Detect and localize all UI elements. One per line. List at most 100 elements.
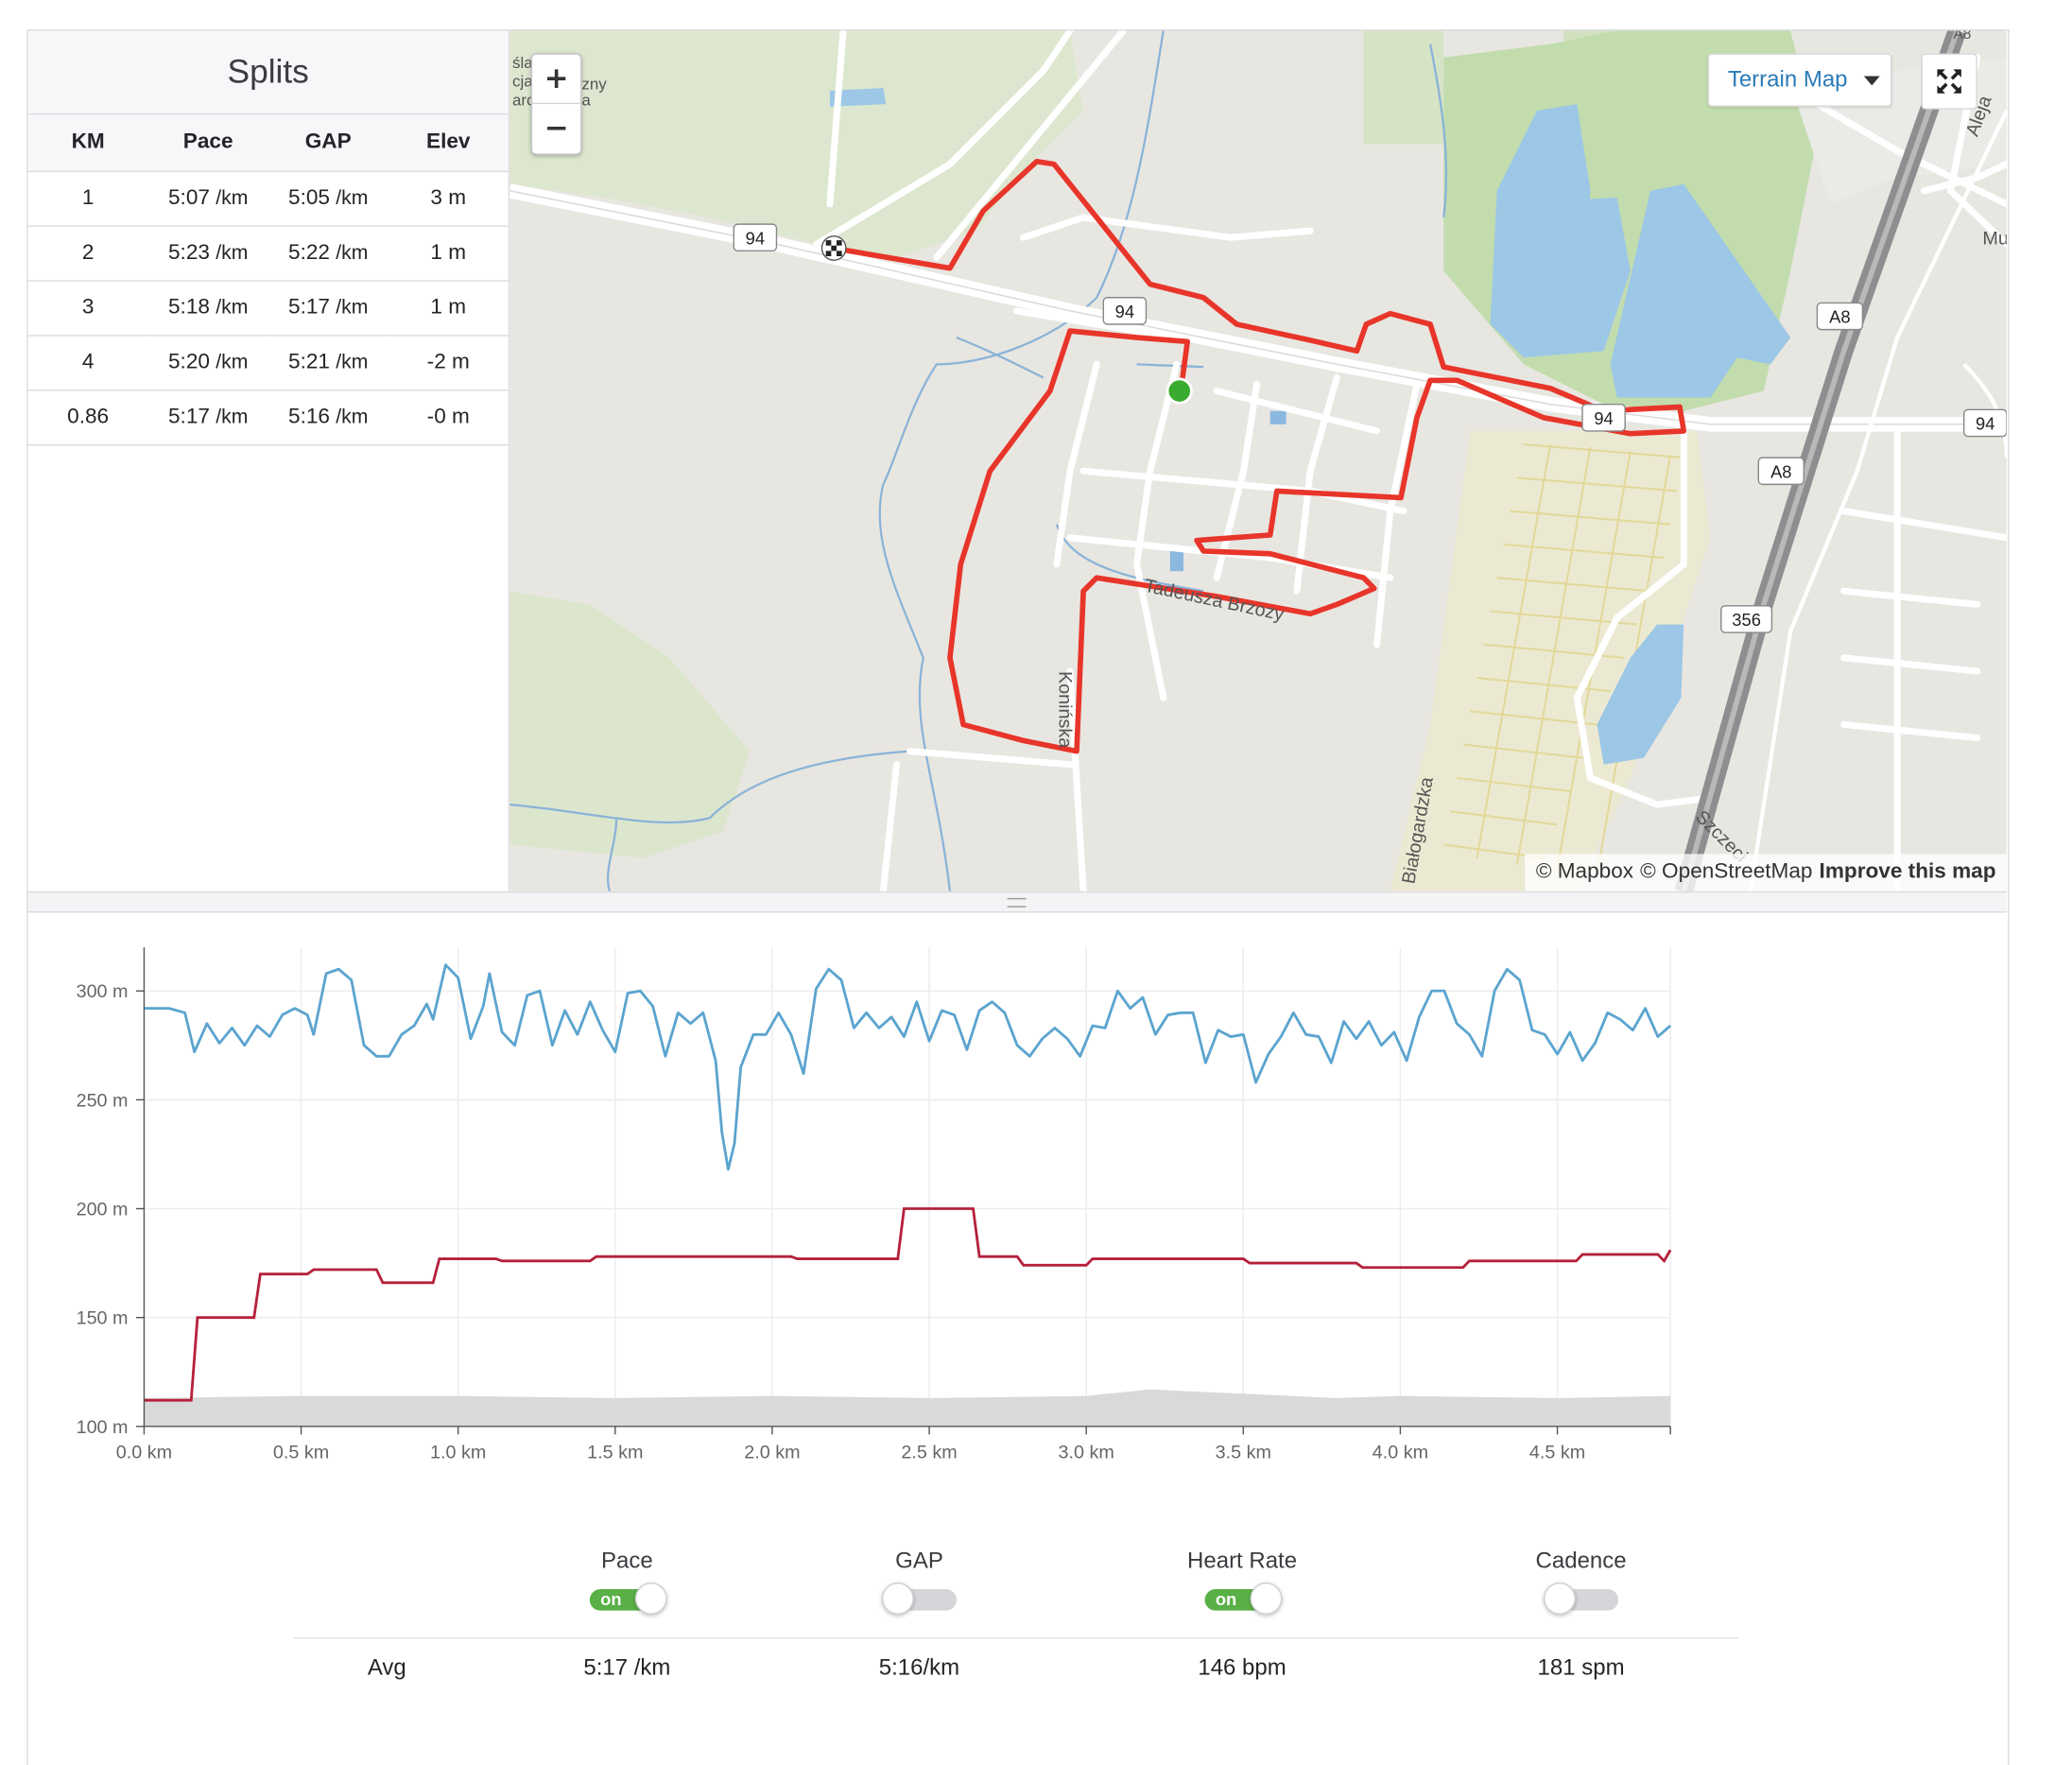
activity-frame: [26, 29, 2010, 1765]
x-tick-label: 2.0 km: [744, 1443, 800, 1463]
x-axis-ticks: 0.0 km 0.5 km 1.0 km 1.5 km 2.0 km 2.5 km 3.0 …: [116, 1426, 1671, 1463]
col-elev: Elev: [388, 114, 509, 173]
split-gap-unit: /km: [336, 406, 369, 429]
toggle-group-cadence: Cadence: [1461, 1548, 1701, 1615]
splits-title: Splits: [27, 30, 509, 115]
avg-pace: 5:17 /km: [583, 1654, 671, 1681]
mapbox-credit-link[interactable]: © Mapbox: [1535, 860, 1634, 884]
col-pace: Pace: [147, 114, 268, 173]
avg-label: Avg: [367, 1654, 406, 1681]
street-label-koninska: Konińska: [1055, 671, 1076, 748]
col-km: KM: [27, 114, 148, 173]
shield-356: [1720, 605, 1773, 633]
park-area: [1363, 30, 1444, 145]
chart-grid: [144, 947, 1671, 1427]
split-gap-value: 5:17: [288, 296, 330, 320]
x-tick-label: 3.5 km: [1216, 1443, 1271, 1463]
split-pace-unit: /km: [216, 296, 249, 320]
split-gap-value: 5:22: [288, 241, 330, 265]
splits-table: KM Pace GAP Elev 1 5:07 /km 5:05 /km 3 m 2 5:…: [27, 114, 509, 446]
split-elev-value: 1 m: [430, 241, 467, 265]
shield-a8-text: A8: [1829, 307, 1850, 327]
split-pace-value: 5:07: [167, 186, 210, 210]
split-pace-unit: /km: [216, 406, 249, 429]
split-row: 1 5:07 /km 5:05 /km 3 m: [27, 171, 509, 227]
street-label-mu: Mu: [1982, 228, 2006, 249]
toggle-group-pace: Pace on: [507, 1548, 747, 1615]
pond: [1169, 550, 1183, 572]
fullscreen-button[interactable]: [1921, 53, 1977, 110]
split-pace-value: 5:23: [167, 241, 210, 265]
split-km-value: 0.86: [67, 406, 110, 429]
split-km-value: 4: [81, 351, 95, 374]
elevation-chart[interactable]: 300 m 250 m 200 m 150 m 100 m 0.0 km 0.5 km 1.…: [28, 911, 1696, 1472]
split-gap: 5:05 /km: [268, 171, 388, 227]
highway-ramp: [1962, 362, 2007, 459]
shield-94: [1962, 408, 2007, 438]
split-gap-unit: /km: [336, 241, 369, 265]
shield-356-text: 356: [1732, 610, 1761, 630]
chevron-down-icon: [1863, 75, 1880, 85]
toggle-heart-rate[interactable]: on: [1204, 1582, 1283, 1615]
improve-map-link[interactable]: Improve this map: [1819, 860, 1996, 884]
split-gap-unit: /km: [336, 351, 369, 374]
street-label-fragment: a: [581, 92, 591, 110]
split-gap-unit: /km: [336, 296, 369, 320]
split-pace: 5:20 /km: [147, 335, 268, 391]
shield-94-text: 94: [1594, 408, 1613, 428]
split-elev: -2 m: [388, 335, 509, 391]
toggle-label-pace: Pace: [601, 1548, 653, 1574]
x-tick-label: 1.5 km: [587, 1443, 643, 1463]
pace-line: [144, 963, 1672, 1171]
zoom-in-button[interactable]: +: [532, 55, 580, 105]
heart-rate-line: [144, 1207, 1672, 1402]
toggle-group-heart-rate: Heart Rate on: [1122, 1548, 1362, 1615]
resize-handle[interactable]: [27, 891, 2007, 913]
split-pace: 5:07 /km: [147, 171, 268, 227]
lake: [1597, 624, 1684, 765]
x-tick-label: 1.0 km: [430, 1443, 486, 1463]
park-area: [509, 591, 751, 858]
street-label-fragment: zny: [581, 76, 607, 94]
start-marker-icon[interactable]: [1166, 377, 1193, 405]
street-label-tadeusza-brzozy: Tadeusza Brzozy: [1143, 576, 1286, 626]
avg-cadence: 181 spm: [1537, 1654, 1625, 1681]
street-label-fragment: cja: [512, 73, 533, 91]
park-area: [509, 30, 1084, 258]
toggle-cadence[interactable]: [1544, 1582, 1619, 1615]
toggle-gap[interactable]: [881, 1582, 958, 1615]
fullscreen-icon: [1937, 69, 1961, 94]
map-style-dropdown[interactable]: Terrain Map: [1707, 53, 1892, 107]
splits-header-row: KM Pace GAP Elev: [27, 114, 509, 173]
split-gap: 5:16 /km: [268, 389, 388, 446]
toggle-group-gap: GAP: [799, 1548, 1039, 1615]
x-tick-label: 0.5 km: [273, 1443, 329, 1463]
toggle-knob: [634, 1582, 667, 1615]
x-tick-label: 3.0 km: [1059, 1443, 1114, 1463]
split-pace-value: 5:17: [167, 406, 210, 429]
elevation-area: [144, 1389, 1671, 1427]
shield-a8-text: A8: [1770, 461, 1791, 481]
split-km-value: 3: [81, 296, 95, 320]
zoom-out-button[interactable]: −: [532, 104, 580, 153]
y-tick-label: 250 m: [77, 1090, 129, 1111]
split-elev: 1 m: [388, 226, 509, 282]
osm-credit-link[interactable]: © OpenStreetMap: [1640, 860, 1813, 884]
split-pace-value: 5:20: [167, 351, 210, 374]
split-pace-unit: /km: [216, 186, 249, 210]
toggle-label-cadence: Cadence: [1535, 1548, 1627, 1574]
shield-94-text: 94: [1115, 302, 1134, 321]
shield-94-text: 94: [1976, 413, 1994, 433]
toggle-label-gap: GAP: [895, 1548, 943, 1574]
map-canvas[interactable]: 94 94 94 94 A8 A8 356 Tadeusza Brzozy Ko…: [509, 30, 2007, 891]
route-map[interactable]: 94 94 94 94 A8 A8 356 Tadeusza Brzozy Ko…: [509, 30, 2007, 891]
map-style-label: Terrain Map: [1727, 66, 1848, 93]
lake: [1490, 197, 1631, 358]
lake: [1610, 183, 1791, 398]
split-gap-value: 5:05: [288, 186, 330, 210]
split-gap-value: 5:21: [288, 351, 330, 374]
split-km: 4: [27, 335, 148, 391]
toggle-knob: [881, 1582, 914, 1615]
toggle-pace[interactable]: on: [589, 1582, 667, 1615]
split-row: 2 5:23 /km 5:22 /km 1 m: [27, 226, 509, 282]
